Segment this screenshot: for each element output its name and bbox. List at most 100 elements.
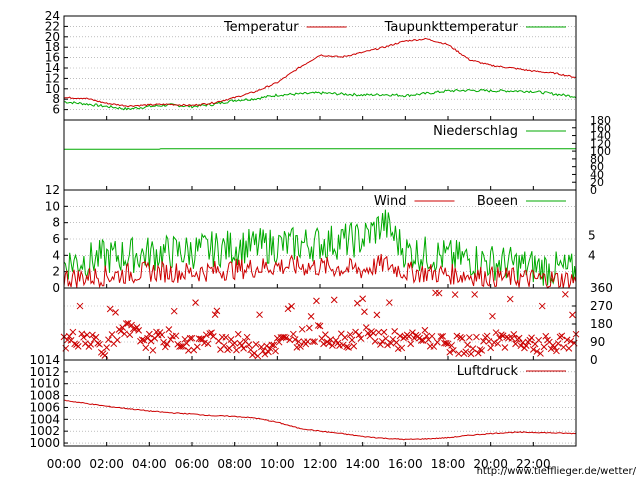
direction-mark <box>547 345 555 353</box>
direction-mark <box>483 332 491 340</box>
direction-mark <box>529 346 537 353</box>
direction-mark <box>410 334 418 342</box>
direction-mark <box>496 334 503 342</box>
direction-mark <box>528 334 535 342</box>
direction-mark <box>233 346 240 354</box>
direction-mark <box>428 332 436 340</box>
y-tick-label: 1002 <box>29 424 60 438</box>
x-tick-label: 16:00 <box>388 457 423 471</box>
direction-mark <box>567 337 575 345</box>
direction-mark <box>565 344 573 352</box>
direction-mark <box>341 334 349 341</box>
direction-mark <box>254 352 262 360</box>
direction-mark <box>474 349 482 357</box>
x-tick-label: 12:00 <box>303 457 338 471</box>
direction-mark <box>449 347 457 354</box>
direction-mark <box>81 340 89 348</box>
direction-mark <box>288 302 295 310</box>
direction-mark <box>158 331 166 339</box>
direction-mark <box>211 311 219 318</box>
direction-mark <box>343 343 351 351</box>
direction-mark <box>497 331 505 339</box>
direction-mark <box>117 327 125 335</box>
direction-mark <box>304 338 311 345</box>
direction-mark <box>69 328 77 336</box>
y-tick-label: 1012 <box>29 365 60 379</box>
direction-mark <box>177 343 185 350</box>
direction-mark <box>160 338 167 346</box>
y-tick-label: 1008 <box>29 389 60 403</box>
direction-mark <box>291 336 299 343</box>
direction-mark <box>478 347 486 354</box>
direction-mark <box>265 348 272 356</box>
direction-mark <box>448 342 455 349</box>
direction-mark <box>465 334 473 341</box>
y-tick-label: 100 <box>590 145 611 158</box>
legend-label: Taupunkttemperatur <box>384 20 519 35</box>
direction-mark <box>138 336 146 344</box>
direction-mark <box>380 328 388 336</box>
direction-mark <box>298 325 306 333</box>
direction-mark <box>289 330 297 338</box>
direction-mark <box>501 344 509 351</box>
direction-mark <box>540 343 548 351</box>
direction-mark <box>206 330 214 337</box>
direction-mark <box>435 289 443 297</box>
y-tick-label: 120 <box>590 137 611 150</box>
direction-mark <box>537 350 544 357</box>
direction-mark <box>508 335 516 342</box>
y-tick-label: 8 <box>52 216 60 230</box>
wind-panel: 0 2 4 6 8 10 12 4 5 Boeen Wind <box>45 183 596 295</box>
direction-mark <box>272 347 279 355</box>
direction-mark <box>167 336 175 343</box>
direction-mark <box>442 339 450 347</box>
direction-mark <box>172 332 180 340</box>
footer-url[interactable]: http://www.tiefflieger.de/wetter/ <box>477 466 637 477</box>
direction-mark <box>499 332 507 340</box>
direction-mark <box>263 342 271 350</box>
direction-mark <box>560 343 567 351</box>
direction-mark <box>423 332 431 340</box>
direction-mark <box>430 343 438 350</box>
y-tick-label: 2 <box>52 265 60 279</box>
direction-mark <box>165 326 173 333</box>
x-tick-label: 08:00 <box>217 457 252 471</box>
direction-mark <box>480 337 487 345</box>
direction-mark <box>485 338 493 345</box>
temperature-line <box>63 37 577 108</box>
direction-mark <box>186 334 194 342</box>
direction-mark <box>281 333 288 341</box>
y-tick-label: 60 <box>590 161 604 174</box>
direction-mark <box>515 334 523 342</box>
y-tick-label: 1010 <box>29 377 60 391</box>
direction-mark <box>538 302 546 310</box>
direction-mark <box>320 340 327 348</box>
direction-mark <box>353 299 361 307</box>
direction-mark <box>348 336 356 344</box>
direction-mark <box>377 341 384 348</box>
direction-mark <box>409 329 416 336</box>
direction-mark <box>325 340 333 347</box>
direction-mark <box>80 333 87 341</box>
direction-mark <box>78 330 86 338</box>
direction-mark <box>92 333 100 341</box>
direction-mark <box>163 340 171 348</box>
direction-mark <box>76 302 84 310</box>
direction-mark <box>181 335 189 343</box>
direction-mark <box>199 335 207 343</box>
y-tick-label: 180 <box>590 114 611 127</box>
direction-mark <box>563 336 571 344</box>
direction-mark <box>74 343 82 350</box>
direction-mark <box>345 344 352 351</box>
direction-mark <box>458 335 466 342</box>
direction-mark <box>421 326 429 334</box>
direction-mark <box>469 345 477 352</box>
direction-mark <box>433 338 441 346</box>
direction-mark <box>252 341 260 348</box>
direction-mark <box>494 340 502 347</box>
y-tick-label: 90 <box>590 335 605 349</box>
direction-mark <box>369 329 377 337</box>
direction-mark <box>346 331 354 339</box>
x-axis: 00:00 02:00 04:00 06:00 08:00 10:00 12:00 14:00… <box>47 116 551 471</box>
